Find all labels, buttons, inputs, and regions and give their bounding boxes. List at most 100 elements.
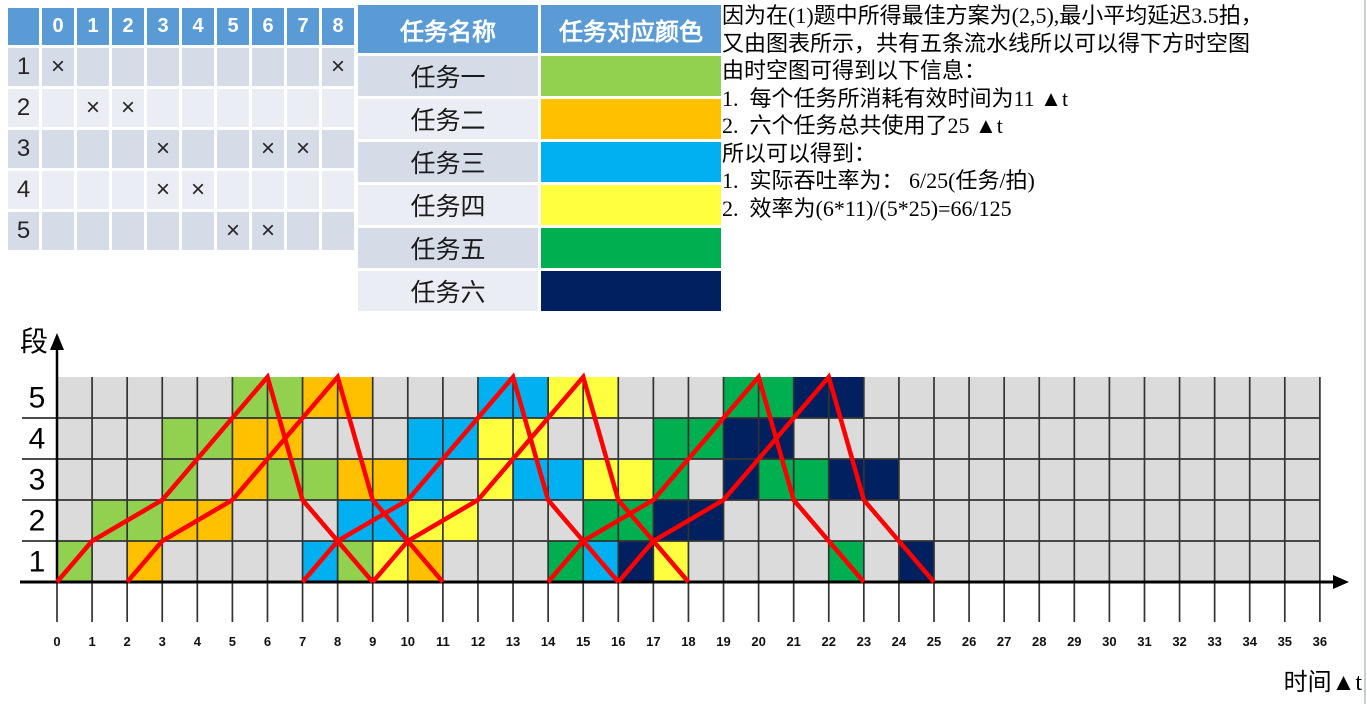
x-axis-arrowhead: [1333, 575, 1349, 589]
x-tick-label: 31: [1137, 634, 1151, 649]
task-cell: [863, 459, 899, 500]
x-tick-label: 32: [1172, 634, 1186, 649]
reservation-empty-cell: [252, 171, 284, 209]
grid-cell: [442, 541, 478, 582]
x-tick-label: 14: [541, 634, 556, 649]
grid-cell: [1249, 418, 1285, 459]
reservation-table: 0 1 2 3 4 5 6 7 8 1 × × 2 × × 3 × × × 4 × × 5 × ×: [8, 8, 354, 250]
grid-cell: [934, 500, 970, 541]
grid-cell: [1179, 418, 1215, 459]
x-tick-label: 36: [1313, 634, 1327, 649]
grid-cell: [1109, 500, 1145, 541]
legend-task-name: 任务六: [358, 271, 538, 311]
reservation-empty-cell: [217, 130, 249, 168]
grid-cell: [162, 541, 198, 582]
grid-cell: [92, 418, 128, 459]
notes-line: 所以可以得到：: [722, 140, 877, 166]
grid-cell: [1004, 459, 1040, 500]
notes-text: 因为在(1)题中所得最佳方案为(2,5),最小平均延迟3.5拍， 又由图表所示，共…: [722, 2, 1367, 222]
notes-line: 1. 实际吞吐率为： 6/25(任务/拍): [722, 168, 1035, 193]
grid-cell: [934, 418, 970, 459]
notes-line: 2. 六个任务总共使用了25 ▲t: [722, 113, 1003, 138]
grid-cell: [1284, 541, 1320, 582]
grid-cell: [1284, 459, 1320, 500]
reservation-empty-cell: [182, 212, 214, 250]
grid-cell: [1144, 459, 1180, 500]
grid-cell: [1074, 377, 1110, 418]
grid-cell: [1109, 377, 1145, 418]
grid-cell: [1004, 418, 1040, 459]
stage-row-label: 5: [29, 382, 46, 415]
reservation-empty-cell: [182, 89, 214, 127]
grid-cell: [197, 459, 233, 500]
x-tick-label: 17: [646, 634, 660, 649]
task-cell: [793, 459, 829, 500]
grid-cell: [302, 418, 338, 459]
grid-cell: [1039, 377, 1075, 418]
grid-cell: [477, 500, 514, 541]
reservation-col-header: 2: [112, 8, 144, 45]
reservation-col-header: 4: [182, 8, 214, 45]
grid-cell: [1144, 500, 1180, 541]
grid-cell: [969, 377, 1005, 418]
grid-cell: [442, 459, 478, 500]
grid-cell: [1284, 377, 1320, 418]
stage-row-label: 4: [29, 423, 46, 456]
reservation-empty-cell: [42, 171, 74, 209]
grid-cell: [1249, 541, 1285, 582]
grid-cell: [969, 459, 1005, 500]
reservation-row-label: 5: [8, 212, 39, 250]
grid-cell: [1039, 500, 1075, 541]
grid-cell: [1179, 377, 1215, 418]
x-tick-label: 15: [576, 634, 590, 649]
grid-cell: [477, 541, 514, 582]
grid-cell: [934, 377, 970, 418]
grid-cell: [127, 459, 163, 500]
x-tick-label: 13: [506, 634, 520, 649]
reservation-empty-cell: [112, 130, 144, 168]
reservation-empty-cell: [252, 48, 284, 86]
grid-cell: [1004, 377, 1040, 418]
reservation-empty-cell: [217, 89, 249, 127]
grid-cell: [92, 377, 128, 418]
grid-cell: [863, 377, 899, 418]
grid-cell: [1284, 418, 1320, 459]
reservation-empty-cell: [42, 212, 74, 250]
reservation-empty-cell: [287, 171, 319, 209]
x-tick-label: 28: [1032, 634, 1046, 649]
x-tick-label: 12: [471, 634, 485, 649]
x-tick-label: 11: [436, 634, 450, 649]
legend-color-header: 任务对应颜色: [541, 5, 721, 53]
grid-cell: [162, 377, 198, 418]
grid-cell: [863, 541, 899, 582]
task-cell: [162, 500, 198, 541]
x-tick-label: 4: [194, 634, 202, 649]
y-axis-title: 段: [20, 326, 48, 358]
grid-cell: [127, 377, 163, 418]
reservation-row-label: 1: [8, 48, 39, 86]
grid-cell: [758, 500, 794, 541]
x-tick-label: 29: [1067, 634, 1081, 649]
grid-cell: [688, 377, 724, 418]
reservation-empty-cell: [287, 48, 319, 86]
task-cell: [302, 459, 338, 500]
stage-row-label: 1: [29, 546, 46, 579]
legend-color-swatch: [541, 271, 721, 311]
grid-cell: [513, 500, 549, 541]
grid-cell: [898, 500, 934, 541]
x-axis-title: 时间▲t: [1284, 669, 1363, 696]
grid-cell: [1284, 500, 1320, 541]
grid-cell: [1179, 541, 1215, 582]
task-trajectory-line: [55, 372, 375, 584]
grid-cell: [969, 500, 1005, 541]
grid-cell: [1074, 500, 1110, 541]
legend-color-swatch: [541, 99, 721, 139]
x-tick-label: 26: [962, 634, 976, 649]
x-tick-label: 2: [124, 634, 131, 649]
grid-cell: [793, 418, 829, 459]
reservation-row-label: 4: [8, 171, 39, 209]
grid-cell: [1039, 541, 1075, 582]
reservation-mark-cell: ×: [42, 48, 74, 86]
reservation-corner-cell: [8, 8, 39, 45]
